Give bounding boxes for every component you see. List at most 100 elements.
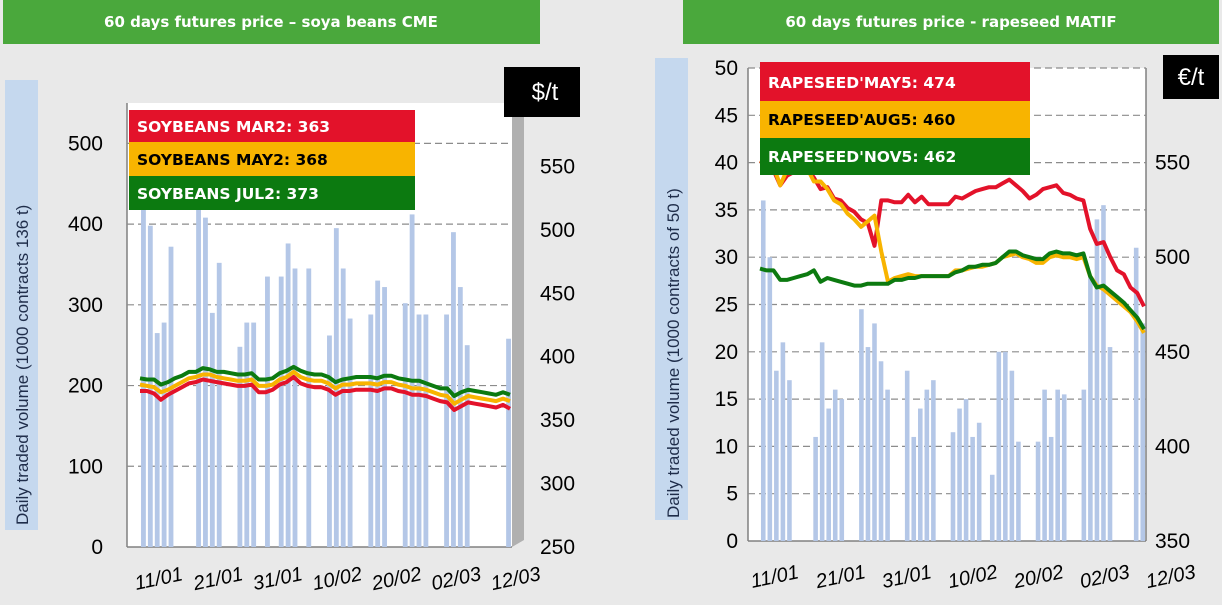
right-y-tick-labels: 350 400 450 500 550 (1155, 152, 1190, 553)
volume-bar (141, 183, 146, 547)
left-y-tick-label: 200 (68, 375, 103, 398)
x-tick-label: 11/01 (133, 563, 185, 595)
volume-bar (368, 314, 374, 547)
legend-red-label: SOYBEANS MAR2: 363 (137, 118, 330, 136)
legend-red-box (129, 110, 415, 142)
legend-green-label: SOYBEANS JUL2: 373 (137, 185, 319, 203)
y-axis-label-box (5, 80, 38, 530)
left-y-tick-label: 20 (715, 341, 738, 364)
right-y-tick-label: 300 (540, 473, 575, 496)
y-axis-label: Daily traded volume (1000 contracts 136 … (13, 205, 32, 525)
price-series (139, 364, 511, 412)
chart-title: 60 days futures price - rapeseed MATIF (785, 13, 1116, 31)
volume-bar (1061, 394, 1067, 541)
volume-bar (787, 380, 792, 541)
volume-bar (347, 318, 353, 547)
legend-green-box (129, 176, 415, 210)
volume-bar (161, 322, 167, 547)
left-y-tick-label: 100 (68, 455, 103, 478)
volume-bar (1101, 205, 1106, 542)
left-y-tick-label: 25 (715, 294, 738, 317)
volume-bar (1042, 389, 1047, 541)
x-tick-labels: 11/01 21/01 31/01 10/02 20/02 02/03 12/03 (133, 563, 543, 595)
volume-bar (244, 322, 250, 547)
x-tick-label: 02/03 (1078, 561, 1132, 593)
legend: SOYBEANS MAR2: 363 SOYBEANS MAY2: 368 SO… (129, 110, 415, 210)
left-y-tick-label: 35 (715, 199, 738, 222)
volume-bar (1140, 323, 1146, 541)
volume-bar (957, 408, 962, 541)
volume-bar (963, 399, 969, 541)
volume-bar (917, 408, 923, 541)
chart-rapeseed: 60 days futures price - rapeseed MATIF 0… (655, 0, 1219, 593)
x-tick-label: 31/01 (880, 561, 934, 593)
y-axis-label-box (655, 58, 688, 520)
volume-bar (1009, 370, 1015, 541)
right-y-tick-label: 550 (540, 155, 575, 178)
volume-bar (154, 333, 160, 547)
right-y-tick-label: 350 (540, 409, 575, 432)
volume-bar (989, 474, 995, 541)
price-line-orange (139, 369, 511, 406)
volume-bar (278, 276, 284, 547)
y-axis-label: Daily traded volume (1000 contracts of 5… (664, 188, 683, 518)
volume-bar (457, 287, 463, 547)
volume-bar (970, 436, 975, 541)
chart-soybeans: 60 days futures price – soya beans CME 0… (3, 0, 580, 595)
volume-bar (265, 276, 270, 547)
chart-title: 60 days futures price – soya beans CME (104, 13, 438, 31)
legend-red-label: RAPESEED'MAY5: 474 (768, 74, 956, 92)
right-y-tick-label: 250 (540, 536, 575, 559)
volume-bar (444, 314, 449, 547)
volume-bar (924, 389, 930, 541)
left-y-tick-label: 50 (715, 57, 738, 80)
volume-bar (251, 322, 257, 547)
volume-bar (872, 323, 877, 541)
volume-bar (340, 268, 346, 547)
volume-bar (878, 361, 884, 541)
volume-bar (911, 436, 917, 541)
volume-bar (306, 268, 312, 547)
left-y-tick-label: 15 (715, 388, 738, 411)
right-y-tick-label: 450 (1155, 341, 1190, 364)
x-tick-label: 21/01 (813, 561, 868, 593)
volume-bar (904, 370, 910, 541)
x-tick-label: 10/02 (946, 561, 1000, 593)
volume-bar (931, 380, 936, 541)
left-y-tick-label: 30 (715, 246, 738, 269)
legend-orange-box (129, 142, 415, 176)
left-y-tick-labels: 0 100 200 300 400 500 (68, 132, 103, 559)
unit-label: $/t (532, 79, 559, 106)
left-y-tick-label: 300 (68, 294, 103, 317)
x-tick-label: 10/02 (310, 563, 364, 595)
right-y-tick-label: 500 (540, 219, 575, 242)
left-y-tick-label: 10 (715, 435, 738, 458)
volume-bar (402, 303, 408, 547)
right-y-tick-label: 450 (540, 282, 575, 305)
volume-bar (1094, 219, 1100, 542)
volume-bar (292, 268, 298, 547)
volume-bar (327, 335, 332, 547)
volume-bar (1003, 351, 1008, 541)
left-y-tick-label: 400 (68, 213, 103, 236)
volume-bar (168, 246, 174, 547)
volume-bar (1081, 389, 1087, 541)
volume-bar (885, 389, 890, 541)
volume-bar (760, 200, 766, 541)
x-tick-label: 02/03 (429, 563, 483, 595)
right-y-tick-labels: 250 300 350 400 450 500 550 (540, 155, 575, 559)
right-y-tick-label: 500 (1155, 246, 1190, 269)
volume-bar (780, 342, 786, 541)
volume-bar (382, 287, 387, 547)
chart-title-banner (3, 0, 540, 44)
right-y-tick-label: 350 (1155, 530, 1190, 553)
volume-bar (774, 370, 779, 541)
volume-bar (203, 217, 208, 547)
volume-bar (1088, 276, 1093, 541)
volume-bar (1055, 389, 1060, 541)
x-tick-label: 12/03 (489, 563, 543, 595)
unit-label: €/t (1178, 64, 1205, 91)
chart-title-banner (683, 0, 1219, 44)
left-y-tick-label: 45 (715, 104, 738, 127)
volume-bar (1035, 441, 1041, 541)
